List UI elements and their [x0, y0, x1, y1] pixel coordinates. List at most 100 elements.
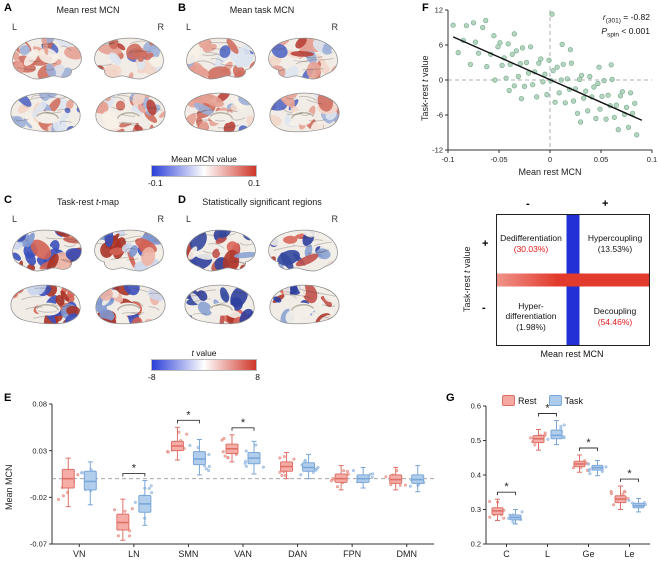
svg-text:-0.07: -0.07 [30, 540, 47, 549]
brain-surface-medial-left [10, 92, 81, 133]
boxplot-e: 0.08 0.03 -0.02 -0.07 VN LN SMN VAN DAN FPN DMN * * * [30, 400, 434, 559]
panel-d: D Statistically significant regions L R [176, 194, 348, 346]
rest-color-swatch [502, 395, 515, 406]
quadrant-horizontal-bar [497, 273, 649, 287]
colorbar-mcn-ticks: -0.1 0.1 [148, 178, 260, 188]
colorbar-mcn-gradient [151, 165, 257, 177]
brain-surface-lateral-left [12, 229, 82, 272]
brain-surface-lateral-right [94, 37, 164, 80]
colorbar-t-ticks: -8 8 [148, 372, 260, 382]
panel-a-title-text: Mean rest MCN [56, 5, 120, 15]
scatter-plot: 12 6 0 -6 -12-0.1 -0.05 0 0.05 0.1 Mean rest MCN [432, 6, 657, 177]
scatter-annotation: r(301) = -0.82 Pspin < 0.001 [601, 12, 650, 40]
quadrant-percentage: (54.46%) [597, 316, 633, 327]
colorbar-mcn-title: Mean MCN value [139, 154, 269, 164]
panel-a: A Mean rest MCN L R [2, 2, 174, 154]
svg-text:DAN: DAN [288, 549, 307, 559]
quadrant-name: Decoupling [593, 305, 637, 316]
legend-task: Task [548, 395, 583, 406]
panel-e: E Mean MCN 0.08 0.03 -0.02 -0.07 VN LN SMN VAN D… [2, 392, 442, 582]
svg-text:0.08: 0.08 [32, 400, 47, 409]
panel-d-title: Statistically significant regions [176, 197, 348, 207]
panel-f: F 12 6 0 -6 -12 -0.1 -0.05 0 0.05 0.1 Mean rest MC… [420, 2, 660, 194]
panel-c-title-tail: -map [98, 197, 120, 207]
task-color-swatch [548, 395, 562, 406]
brain-surface-medial-left [184, 92, 255, 133]
quadrant-ylabel-tail: value [462, 246, 472, 271]
quadrant-diagram: - + + - Task-rest t value Dedifferentiat… [456, 198, 660, 388]
panel-b-right-hemisphere-label: R [331, 22, 339, 32]
quadrant-ylabel-text: Task-rest [462, 272, 472, 312]
panel-b-title: Mean task MCN [176, 5, 348, 15]
panel-c-title-italic: t [95, 197, 99, 207]
svg-text:0.1: 0.1 [647, 155, 657, 164]
quadrant-box: Dedifferentiation (30.03%) Hypercoupling… [496, 214, 650, 346]
colorbar-t-max: 8 [255, 372, 260, 382]
colorbar-t-min: -8 [148, 372, 156, 382]
svg-text:0.2: 0.2 [471, 540, 481, 549]
quadrant-decoupling: Decoupling (54.46%) [581, 288, 649, 345]
svg-text:-0.05: -0.05 [490, 155, 507, 164]
y-positive-sign: + [482, 238, 489, 250]
svg-text:*: * [504, 481, 509, 493]
panel-b: B Mean task MCN L R [176, 2, 348, 154]
boxplot-g: 0.6 0.5 0.4 0.3 0.2 C L Ge Le * * * * [471, 402, 650, 559]
panel-c-right-hemisphere-label: R [157, 214, 165, 224]
quadrant-hypercoupling: Hypercoupling (13.53%) [581, 215, 649, 272]
svg-text:*: * [132, 463, 137, 475]
panel-g-label: G [446, 392, 455, 404]
svg-text:6: 6 [439, 41, 443, 50]
box-axes: 0.08 0.03 -0.02 -0.07 VN LN SMN VAN DAN FPN DMN [30, 400, 434, 559]
x-positive-sign: + [602, 198, 609, 210]
colorbar-t-gradient [151, 359, 257, 371]
svg-text:0.6: 0.6 [471, 402, 481, 411]
svg-text:-6: -6 [436, 111, 443, 120]
panel-g: G Rest Task 0.6 0.5 0.4 0.3 0.2 C L Ge Le * * * * [444, 392, 658, 582]
svg-text:0: 0 [548, 155, 552, 164]
svg-text:*: * [186, 409, 191, 421]
brain-surface-lateral-left [186, 229, 256, 272]
scatter-ylabel-italic: t [420, 79, 430, 82]
regression-line [452, 36, 643, 121]
r-subscript: (301) [605, 17, 621, 25]
box-axes: 0.6 0.5 0.4 0.3 0.2 C L Ge Le [471, 402, 650, 559]
colorbar-t-title-italic: t [191, 348, 194, 358]
scatter-points [450, 11, 640, 138]
quadrant-ylabel-italic: t [462, 270, 472, 273]
scatter-ylabel-text: Task-rest [420, 81, 430, 121]
svg-text:-12: -12 [432, 146, 443, 155]
r-symbol: r [602, 12, 606, 22]
quadrant-y-axis-label: Task-rest t value [462, 214, 472, 344]
panel-a-left-hemisphere-label: L [12, 22, 18, 32]
svg-text:Le: Le [624, 549, 634, 559]
svg-text:*: * [545, 402, 550, 414]
svg-text:*: * [627, 468, 632, 480]
panel-a-right-hemisphere-label: R [157, 22, 165, 32]
quadrant-percentage: (1.98%) [516, 321, 546, 332]
panel-b-label: B [178, 2, 186, 14]
p-value-text: < 0.001 [619, 25, 650, 36]
colorbar-t-title-tail: value [193, 348, 217, 358]
box-series [57, 426, 426, 541]
quadrant-name: Dedifferentiation [500, 232, 562, 243]
panel-a-title: Mean rest MCN [2, 5, 174, 15]
scatter-y-axis-label: Task-rest t value [420, 30, 430, 146]
svg-text:VAN: VAN [234, 549, 252, 559]
panel-d-brain-maps [180, 224, 344, 332]
svg-text:L: L [545, 549, 550, 559]
svg-text:-0.1: -0.1 [442, 155, 455, 164]
svg-text:0: 0 [439, 76, 443, 85]
scatter-p-value: Pspin < 0.001 [601, 26, 650, 40]
brain-surface-lateral-left [186, 37, 256, 80]
svg-text:Mean rest MCN: Mean rest MCN [518, 167, 581, 177]
svg-text:LN: LN [128, 549, 140, 559]
svg-text:0.3: 0.3 [471, 505, 481, 514]
x-negative-sign: - [526, 198, 530, 210]
brain-surface-lateral-left [12, 37, 82, 80]
colorbar-t: t value -8 8 [139, 348, 269, 382]
panel-c-left-hemisphere-label: L [12, 214, 18, 224]
panel-d-label: D [178, 194, 186, 206]
quadrant-name: Hypercoupling [587, 232, 643, 243]
svg-text:DMN: DMN [396, 549, 417, 559]
